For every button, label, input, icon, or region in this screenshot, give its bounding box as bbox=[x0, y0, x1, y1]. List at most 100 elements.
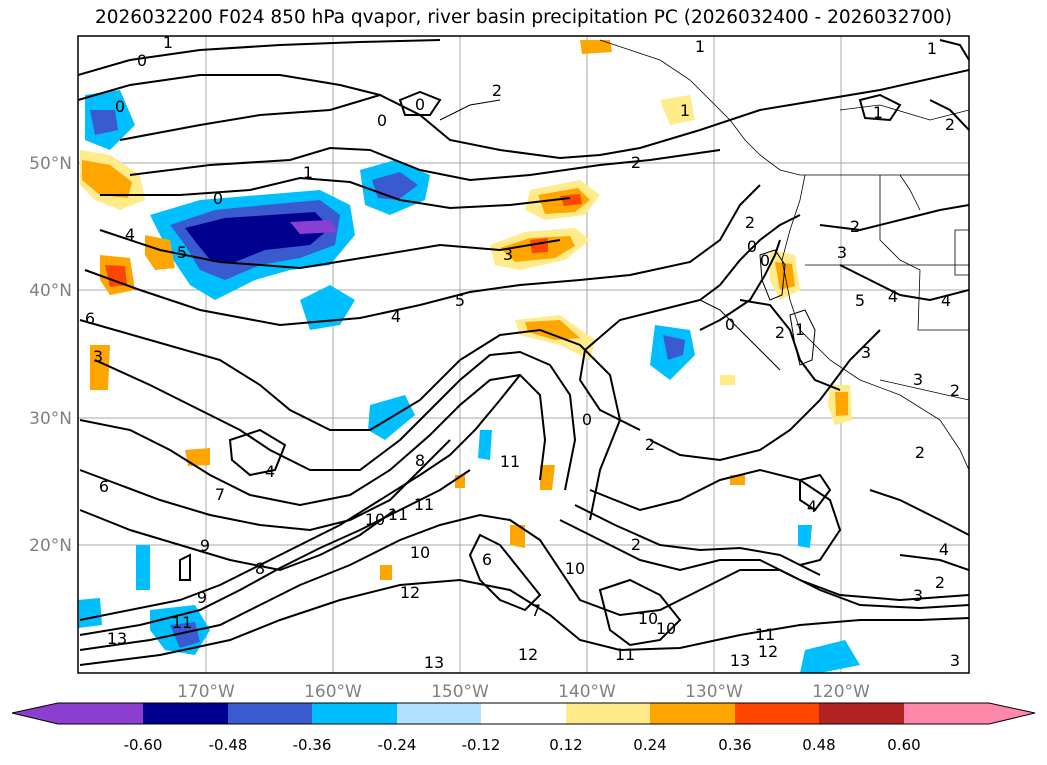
colorbar-tick-label: 0.60 bbox=[887, 736, 920, 754]
lat-tick-label: 50°N bbox=[29, 154, 72, 174]
contour-label: 4 bbox=[939, 540, 949, 559]
colorbar-bin bbox=[481, 703, 566, 724]
contour-label: 12 bbox=[400, 583, 420, 602]
contour-label: 4 bbox=[941, 291, 951, 310]
contour-label: 0 bbox=[725, 315, 735, 334]
lat-tick-label: 20°N bbox=[29, 536, 72, 556]
contour-label: 1 bbox=[163, 33, 173, 52]
contour-label: 11 bbox=[172, 613, 192, 632]
colorbar-bin bbox=[397, 703, 481, 724]
lat-tick-label: 30°N bbox=[29, 409, 72, 429]
colorbar-bin bbox=[904, 703, 989, 724]
contour-label: 5 bbox=[855, 291, 865, 310]
contour-label: 6 bbox=[85, 309, 95, 328]
contour-label: 4 bbox=[125, 225, 135, 244]
colorbar-bin bbox=[735, 703, 819, 724]
contour-label: 3 bbox=[93, 347, 103, 366]
map-content: 1 0 0 0 1 2 1 2 2 1 2 0 0 0 1 2 2 3 5 4 … bbox=[78, 33, 969, 673]
colorbar-tick-label: 0.36 bbox=[718, 736, 751, 754]
contour-label: 2 bbox=[850, 217, 860, 236]
axis-labels: 170°W 160°W 150°W 140°W 130°W 120°W 50°N… bbox=[29, 154, 870, 702]
graticule bbox=[78, 36, 969, 673]
contour-label: 0 bbox=[747, 237, 757, 256]
colorbar-bin bbox=[143, 703, 228, 724]
colorbar-bin bbox=[650, 703, 735, 724]
contour-label: 6 bbox=[482, 550, 492, 569]
contour-label: 13 bbox=[107, 629, 127, 648]
colorbar-tick-label: -0.48 bbox=[209, 736, 248, 754]
contour-label: 3 bbox=[503, 245, 513, 264]
contour-label: 7 bbox=[531, 601, 541, 620]
map-frame bbox=[77, 35, 970, 674]
contour-label: 3 bbox=[837, 243, 847, 262]
contour-label: 8 bbox=[255, 559, 265, 578]
contour-label: 2 bbox=[645, 435, 655, 454]
colorbar-tick-label: 0.12 bbox=[549, 736, 582, 754]
lon-tick-label: 160°W bbox=[304, 682, 362, 702]
colorbar-tick-label: 0.48 bbox=[802, 736, 835, 754]
contour-label: 10 bbox=[410, 543, 430, 562]
contour-label: 11 bbox=[388, 505, 408, 524]
contour-label: 6 bbox=[99, 477, 109, 496]
colorbar-bin bbox=[58, 703, 143, 724]
contour-label: 12 bbox=[758, 642, 778, 661]
contour-label: 2 bbox=[745, 213, 755, 232]
contour-label: 10 bbox=[656, 619, 676, 638]
contour-label: 9 bbox=[200, 536, 210, 555]
contour-label: 3 bbox=[913, 370, 923, 389]
contour-label: 2 bbox=[631, 535, 641, 554]
colorbar-bin bbox=[312, 703, 397, 724]
contour-label: 11 bbox=[414, 495, 434, 514]
lon-tick-label: 140°W bbox=[558, 682, 616, 702]
lon-tick-label: 150°W bbox=[431, 682, 489, 702]
colorbar-bin bbox=[566, 703, 650, 724]
colorbar-under-arrow bbox=[12, 703, 58, 724]
contour-label: 7 bbox=[215, 485, 225, 504]
contour-label: 3 bbox=[950, 651, 960, 670]
contour-label: 4 bbox=[888, 287, 898, 306]
contour-label: 11 bbox=[500, 452, 520, 471]
map-title: 2026032200 F024 850 hPa qvapor, river ba… bbox=[94, 7, 953, 28]
lon-tick-label: 120°W bbox=[812, 682, 870, 702]
contour-label: 10 bbox=[565, 559, 585, 578]
lon-tick-label: 130°W bbox=[685, 682, 743, 702]
contour-label: 2 bbox=[935, 573, 945, 592]
contour-label: 0 bbox=[377, 111, 387, 130]
contour-label: 5 bbox=[177, 243, 187, 262]
colorbar-tick-label: 0.24 bbox=[633, 736, 666, 754]
contour-label: 13 bbox=[730, 651, 750, 670]
contour-label: 3 bbox=[913, 586, 923, 605]
contour-label: 1 bbox=[303, 163, 313, 182]
colorbar-over-arrow bbox=[989, 703, 1035, 724]
colorbar-tick-label: -0.60 bbox=[124, 736, 163, 754]
contour-label: 1 bbox=[795, 320, 805, 339]
contour-label: 11 bbox=[615, 645, 635, 664]
contour-label: 4 bbox=[265, 462, 275, 481]
lat-tick-label: 40°N bbox=[29, 281, 72, 301]
contour-label: 4 bbox=[391, 307, 401, 326]
contour-label: 1 bbox=[695, 37, 705, 56]
contour-label: 2 bbox=[950, 381, 960, 400]
contour-label: 0 bbox=[760, 251, 770, 270]
colorbar-bin bbox=[228, 703, 312, 724]
contour-label: 2 bbox=[631, 153, 641, 172]
colorbar-outline bbox=[11, 702, 1036, 725]
contour-label: 2 bbox=[775, 323, 785, 342]
contour-label: 13 bbox=[424, 653, 444, 672]
contour-label: 1 bbox=[873, 103, 883, 122]
colorbar bbox=[11, 702, 1036, 725]
coastlines bbox=[599, 39, 969, 471]
colorbar-tick-label: -0.36 bbox=[293, 736, 332, 754]
contour-label: 11 bbox=[755, 625, 775, 644]
contour-label: 12 bbox=[518, 645, 538, 664]
colorbar-tick-label: -0.12 bbox=[462, 736, 501, 754]
contour-label: 1 bbox=[680, 101, 690, 120]
contour-label: 0 bbox=[137, 51, 147, 70]
contour-label: 8 bbox=[415, 451, 425, 470]
contour-label: 3 bbox=[861, 343, 871, 362]
contour-label-group: 1 0 0 0 1 2 1 2 2 1 2 0 0 0 1 2 2 3 5 4 … bbox=[85, 33, 960, 672]
contour-label: 2 bbox=[945, 115, 955, 134]
contour-label: 2 bbox=[492, 81, 502, 100]
contour-label: 5 bbox=[455, 291, 465, 310]
